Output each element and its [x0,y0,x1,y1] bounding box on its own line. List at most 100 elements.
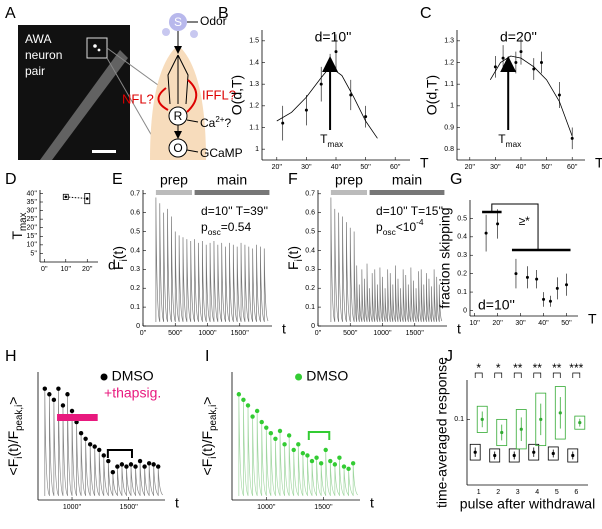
trace-pulse [428,278,432,322]
trace-pulse [167,208,172,322]
tmax-label: Tmax [498,132,522,149]
x-tick-label: 6 [574,489,578,496]
y-tick-label: 0 [463,307,467,314]
significance: * [476,361,481,375]
x-tick-label: 0'' [41,266,48,273]
point [124,464,129,469]
y-tick-label: 0.4 [130,247,140,254]
x-tick-label: 50'' [541,164,551,171]
point [350,461,356,466]
trace-pulse [356,265,360,322]
pval-part: osc [208,227,221,237]
x-tick-label: 2 [496,489,500,496]
tmax-label-part: T [320,132,328,146]
panel-label: D [5,171,17,188]
trace-pulse [121,464,127,496]
trace-pulse [182,237,188,322]
significance: ≥* [519,214,531,228]
prep-label: prep [160,172,188,188]
point [314,455,319,460]
trace-pulse [392,284,396,322]
point [364,115,368,119]
trace-pulse [279,430,285,496]
panel-label: C [420,5,432,22]
point [532,67,536,71]
trace-pulse [159,203,164,322]
panel-label: A [5,5,16,22]
y-axis-label: Fi(t) [110,246,130,270]
node-label: S [174,15,182,29]
point [304,108,308,112]
sig-bracket [494,372,503,378]
y-tick-label: 0.3 [457,252,467,259]
trace-pulse [431,286,435,322]
x-tick-label: 60'' [567,164,577,171]
x-tick-label: 40'' [331,164,341,171]
nfl-label: NFL? [122,91,154,106]
trace-pulse [369,288,373,322]
x-axis-label: T [420,155,429,171]
y-axis-label-part: > [199,397,215,405]
ca: Ca [200,116,216,130]
point [281,121,285,125]
trace-pulse [346,222,351,322]
trace-pulse [426,273,430,322]
sig-bracket [491,203,539,250]
y-tick-label: 0 [136,323,140,330]
x-axis-label: T [595,155,602,171]
chart-title: d=10'' [315,29,352,45]
trace-pulse [342,216,347,322]
trace-pulse [67,394,73,496]
connector [65,196,88,200]
nfl-arc [157,87,169,111]
x-axis-label: d [108,257,116,273]
point [245,403,251,408]
trace-pulse [201,240,207,322]
sig-bracket [474,372,483,378]
trace-pulse [243,399,249,496]
y-tick-label: 0.5 [457,215,467,222]
panel-label: E [112,171,123,188]
point [155,464,161,469]
pval: posc=0.54 [201,220,251,237]
point [519,427,523,431]
trace-pulse [420,269,425,322]
y-tick-label: 0.1 [457,289,467,296]
trace-pulse [247,405,253,496]
y-axis-label: fraction skipping [437,207,453,308]
point [557,93,561,97]
scale-bar [92,150,116,153]
pval: posc<10-4 [376,217,424,237]
box [62,193,69,200]
y-tick-label: 0.8 [444,146,454,153]
x-tick-label: 0'' [140,330,147,337]
trace-pulse [148,463,154,496]
trace-pulse [339,457,345,496]
box [496,418,508,447]
point [519,50,523,54]
chart-title: d=20'' [500,29,537,45]
box [469,443,481,461]
trace-pulse [405,274,409,322]
y-tick-label: 30'' [27,207,37,214]
x-tick-label: 30'' [490,164,500,171]
x-tick-label: 20'' [465,164,475,171]
trace-pulse [71,410,77,496]
y-axis-label: Fi(t) [285,246,305,270]
x-tick-label: 4 [535,489,539,496]
point [42,386,48,391]
pointer [186,149,199,153]
y-axis-label: Tmax [9,212,29,239]
trace-pulse [217,244,223,322]
ca-q: ? [224,116,231,130]
trace-pulse [261,422,267,496]
trace-pulse [395,265,399,322]
trace-pulse [334,208,339,322]
y-tick-label: 15'' [27,233,37,240]
point [473,450,477,454]
point [142,464,147,469]
x-tick-label: 30'' [515,320,525,327]
y-tick-label: 0.2 [130,285,140,292]
point [309,458,315,464]
tmax-label: Tmax [320,132,344,149]
